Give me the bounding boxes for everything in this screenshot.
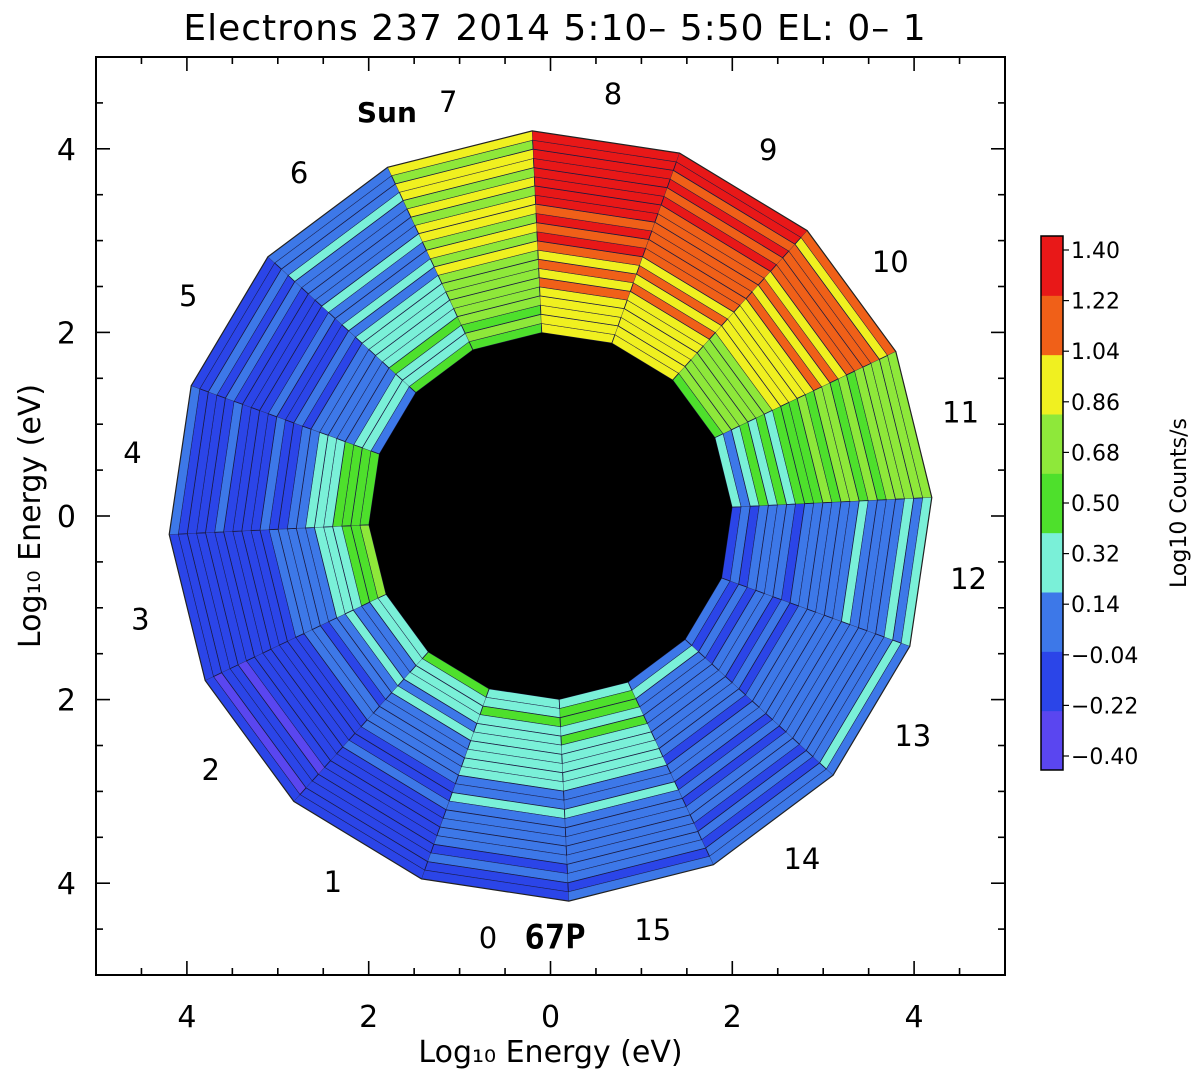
y-tick-label: 0 (57, 500, 76, 535)
colorbar-tick-label: 0.86 (1071, 391, 1120, 416)
sector-label: 10 (872, 245, 909, 279)
x-tick-label: 2 (359, 1000, 378, 1035)
sector-wedge-0 (421, 688, 569, 902)
axes: 4 2 0 2 4 4 2 0 2 4 Log₁₀ Energy (eV) Log₁₀ Energy … (13, 56, 1006, 1070)
sector-label: 1 (324, 865, 342, 899)
colorbar-swatch (1041, 651, 1063, 712)
sector-label: 14 (783, 842, 820, 876)
colorbar-swatch (1041, 710, 1063, 771)
sector-label: 12 (950, 562, 987, 596)
sector-wedge-11 (714, 351, 932, 508)
colorbar-tick-label: 0.14 (1071, 593, 1120, 618)
sector-wedge-5 (190, 256, 417, 455)
sector-label: 9 (759, 133, 777, 167)
sector-label: 6 (290, 156, 308, 190)
sector-label: 8 (604, 77, 622, 111)
y-tick-label: 4 (57, 133, 76, 168)
sector-wedge-7 (387, 130, 543, 351)
x-tick-label: 4 (905, 1000, 924, 1035)
sector-wedge-2 (204, 593, 429, 802)
y-tick-label: 2 (57, 316, 76, 351)
chart-title: Electrons 237 2014 5:10– 5:50 EL: 0– 1 (183, 8, 926, 49)
sector-label: 13 (894, 719, 931, 753)
colorbar-tick-label: 1.22 (1071, 290, 1120, 315)
x-tick-label: 4 (177, 1000, 196, 1035)
colorbar-tick-label: 1.04 (1071, 340, 1120, 365)
colorbar-tick-label: 0.68 (1071, 441, 1120, 466)
sector-wedge-13 (684, 577, 911, 776)
comet-label: 67P (524, 917, 585, 957)
outer-boundary (168, 130, 933, 902)
sector-wedge-8 (532, 130, 680, 344)
colorbar-swatch (1041, 236, 1063, 296)
x-axis-label: Log₁₀ Energy (eV) (418, 1035, 682, 1070)
sector-wedge-1 (293, 651, 490, 880)
colorbar-tick-label: −0.40 (1071, 745, 1138, 770)
colorbar-tick-label: 0.50 (1071, 492, 1120, 517)
colorbar-tick-label: −0.04 (1071, 644, 1138, 669)
colorbar-label: Log10 Counts/s (1167, 418, 1192, 588)
colorbar-tick-label: −0.22 (1071, 694, 1138, 719)
x-tick-label: 0 (541, 1000, 560, 1035)
colorbar-tick-label: 1.40 (1071, 239, 1120, 264)
y-tick-label: 4 (57, 867, 76, 902)
y-axis-label: Log₁₀ Energy (eV) (13, 384, 48, 648)
sector-label: 11 (942, 396, 979, 430)
sector-wedge-10 (672, 230, 897, 439)
colorbar-swatch (1041, 473, 1063, 534)
inner-exclusion-disk (368, 332, 733, 700)
sector-label: 2 (201, 753, 219, 787)
sector-label: 3 (131, 602, 149, 636)
sector-wedge-12 (721, 497, 932, 647)
y-tick-label: 2 (57, 684, 76, 719)
sector-label: 7 (439, 85, 457, 119)
colorbar-swatch (1041, 532, 1063, 593)
colorbar: 1.40 1.22 1.04 0.86 0.68 0.50 0.32 0.14 −0.04 −0.… (1040, 235, 1192, 771)
x-tick-label: 2 (723, 1000, 742, 1035)
sector-wedge-15 (558, 681, 714, 902)
sector-label: 0 (479, 921, 497, 955)
plot-area (168, 130, 933, 902)
colorbar-swatch (1041, 354, 1063, 415)
sun-label: Sun (357, 96, 417, 129)
annotations: Sun 67P (357, 96, 586, 957)
sector-label: 5 (179, 279, 197, 313)
sector-wedge-14 (627, 638, 834, 865)
colorbar-swatch (1041, 295, 1063, 356)
colorbar-swatch (1041, 414, 1063, 474)
sector-label: 4 (123, 436, 141, 470)
sector-label: 15 (634, 913, 671, 947)
colorbar-swatch (1041, 592, 1063, 652)
colorbar-tick-label: 0.32 (1071, 543, 1120, 568)
